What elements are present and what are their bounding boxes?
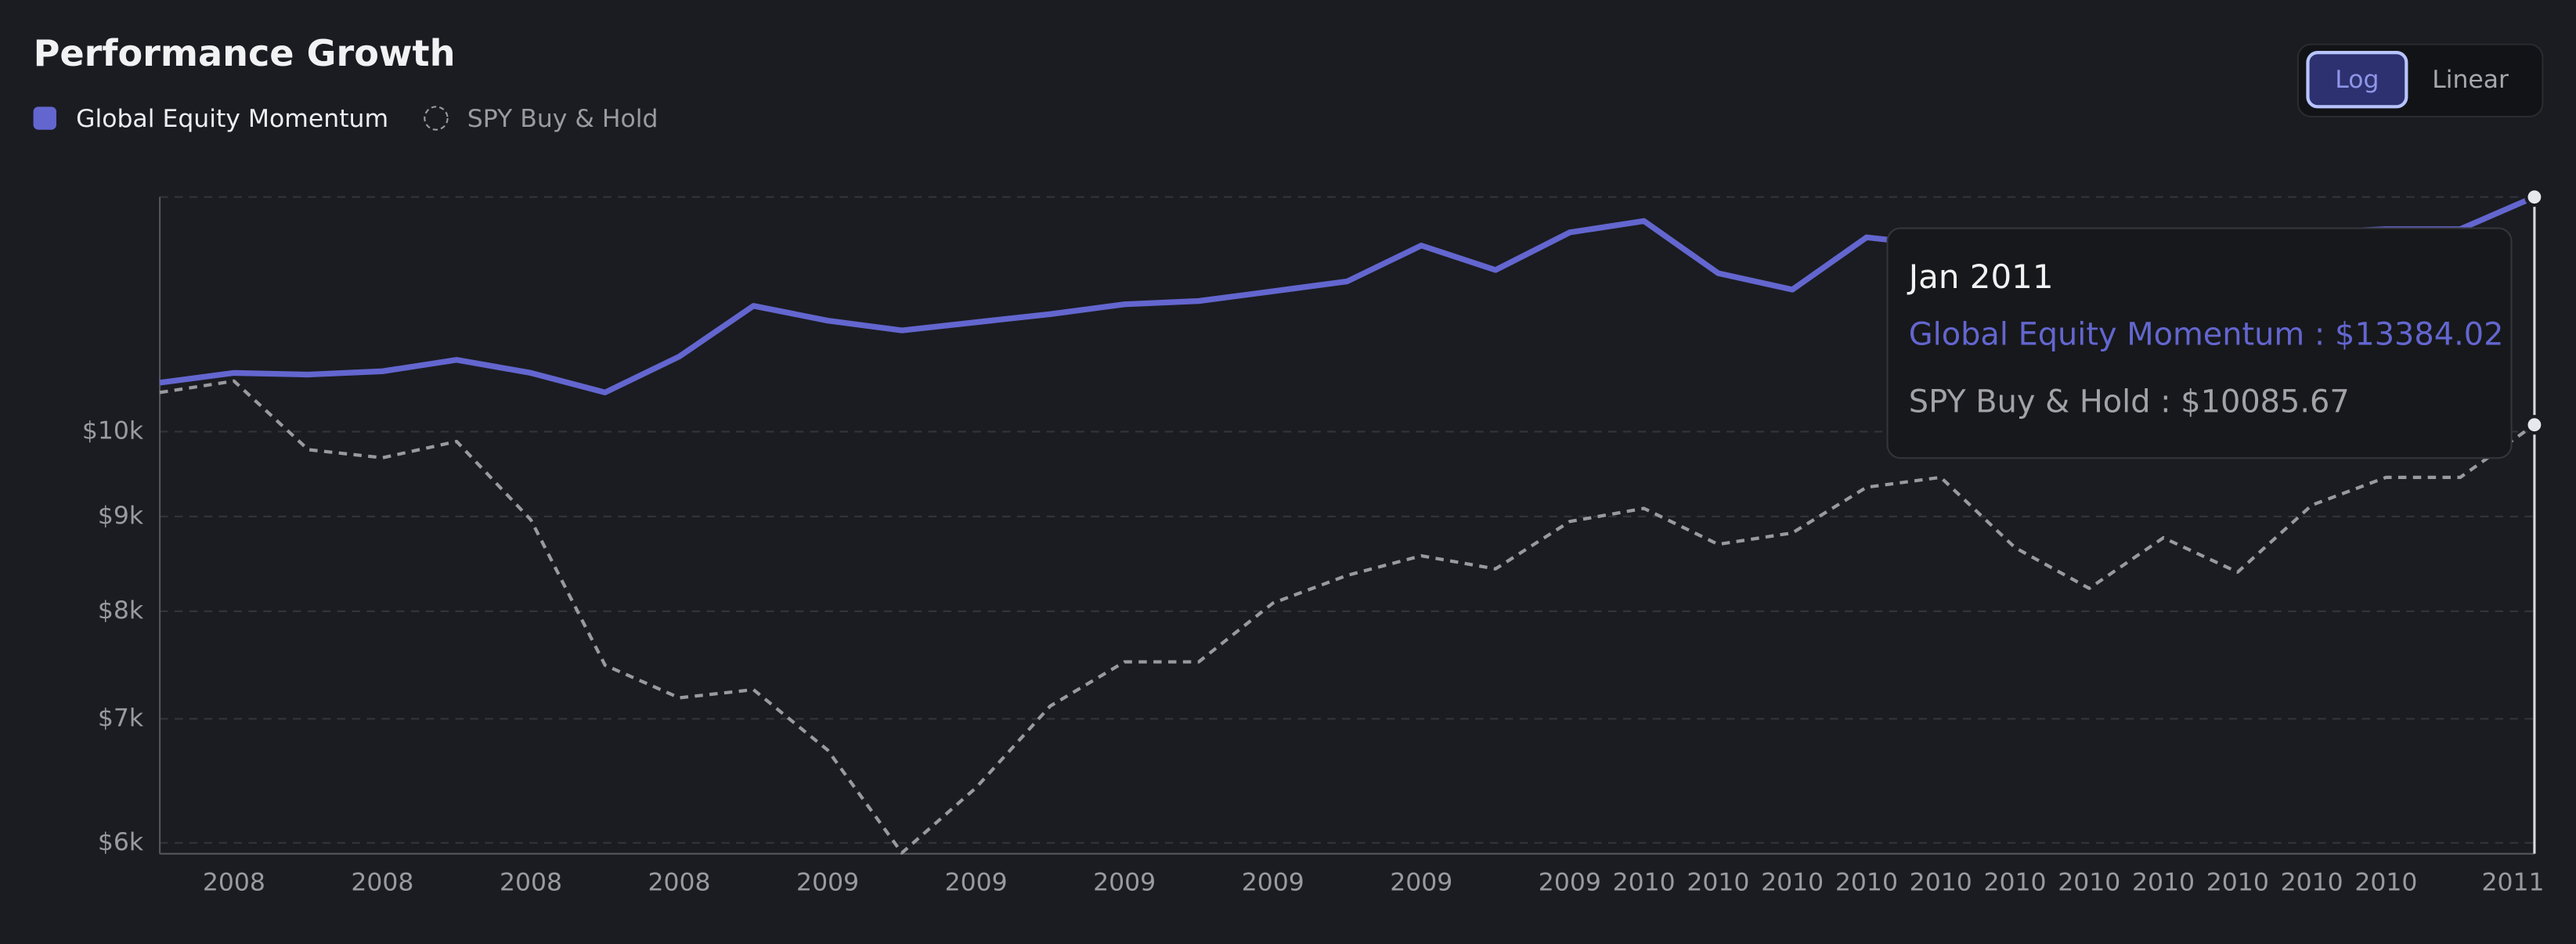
x-tick-label: 2009 bbox=[1242, 868, 1304, 896]
y-tick-label: $10k bbox=[82, 416, 144, 445]
log-button[interactable] bbox=[2306, 51, 2408, 109]
hover-dot bbox=[2524, 415, 2545, 435]
legend-label[interactable]: Global Equity Momentum bbox=[76, 105, 388, 133]
x-tick-label: 2008 bbox=[351, 868, 413, 896]
legend-swatch bbox=[33, 106, 56, 130]
tooltip-line: SPY Buy & Hold : $10085.67 bbox=[1909, 384, 2350, 420]
chart-title: Performance Growth bbox=[34, 32, 456, 74]
y-tick-label: $6k bbox=[98, 828, 144, 856]
x-tick-label: 2008 bbox=[648, 868, 710, 896]
y-tick-label: $9k bbox=[98, 502, 144, 530]
x-tick-label: 2009 bbox=[1539, 868, 1601, 896]
x-tick-label: 2010 bbox=[1613, 868, 1676, 896]
tooltip-box bbox=[1886, 227, 2513, 459]
x-tick-label: 2009 bbox=[796, 868, 859, 896]
x-tick-label: 2010 bbox=[1761, 868, 1824, 896]
x-tick-label: 2009 bbox=[945, 868, 1008, 896]
x-tick-label: 2010 bbox=[1835, 868, 1898, 896]
y-tick-label: $8k bbox=[98, 596, 144, 625]
log-button-label[interactable]: Log bbox=[2335, 66, 2379, 94]
x-tick-label: 2010 bbox=[2132, 868, 2195, 896]
hover-dot bbox=[2524, 187, 2545, 207]
tooltip-title: Jan 2011 bbox=[1907, 258, 2054, 296]
x-tick-label: 2010 bbox=[1910, 868, 1972, 896]
x-tick-label: 2008 bbox=[500, 868, 562, 896]
x-tick-label: 2010 bbox=[1983, 868, 2046, 896]
legend-swatch bbox=[424, 106, 449, 131]
tooltip-line: Global Equity Momentum : $13384.02 bbox=[1909, 316, 2504, 352]
x-tick-label: 2010 bbox=[2354, 868, 2417, 896]
x-tick-label: 2010 bbox=[2281, 868, 2343, 896]
y-tick-label: $7k bbox=[98, 704, 144, 732]
legend-label[interactable]: SPY Buy & Hold bbox=[467, 105, 658, 133]
x-tick-label: 2010 bbox=[1687, 868, 1749, 896]
linear-button-label[interactable]: Linear bbox=[2432, 66, 2509, 94]
x-tick-label: 2010 bbox=[2206, 868, 2269, 896]
series-line bbox=[159, 379, 2536, 855]
x-tick-label: 2008 bbox=[203, 868, 265, 896]
x-tick-label: 2009 bbox=[1390, 868, 1452, 896]
x-tick-label: 2010 bbox=[2058, 868, 2120, 896]
x-tick-label: 2009 bbox=[1093, 868, 1156, 896]
x-tick-label: 2011 bbox=[2481, 868, 2544, 896]
